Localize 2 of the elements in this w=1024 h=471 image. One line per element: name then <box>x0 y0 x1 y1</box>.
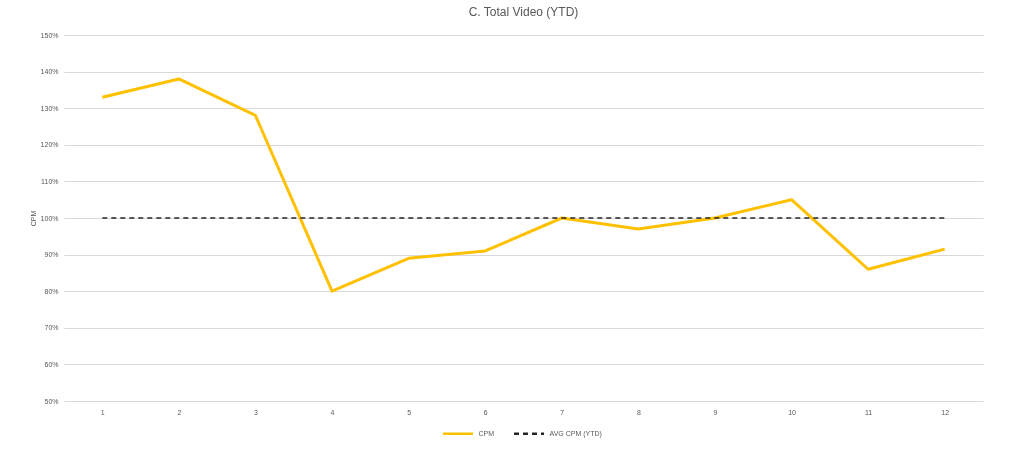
chart-title: C. Total Video (YTD) <box>468 5 579 19</box>
line-series <box>100 77 947 293</box>
